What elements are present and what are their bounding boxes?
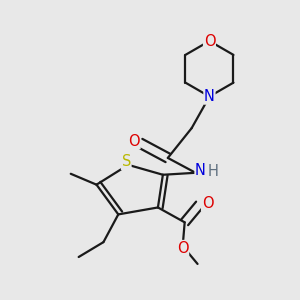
Text: O: O <box>177 241 188 256</box>
Text: N: N <box>204 89 215 104</box>
Text: N: N <box>195 163 206 178</box>
Text: O: O <box>204 34 215 49</box>
Text: O: O <box>128 134 140 148</box>
Text: S: S <box>122 154 131 169</box>
Text: H: H <box>208 164 219 179</box>
Text: O: O <box>202 196 213 211</box>
